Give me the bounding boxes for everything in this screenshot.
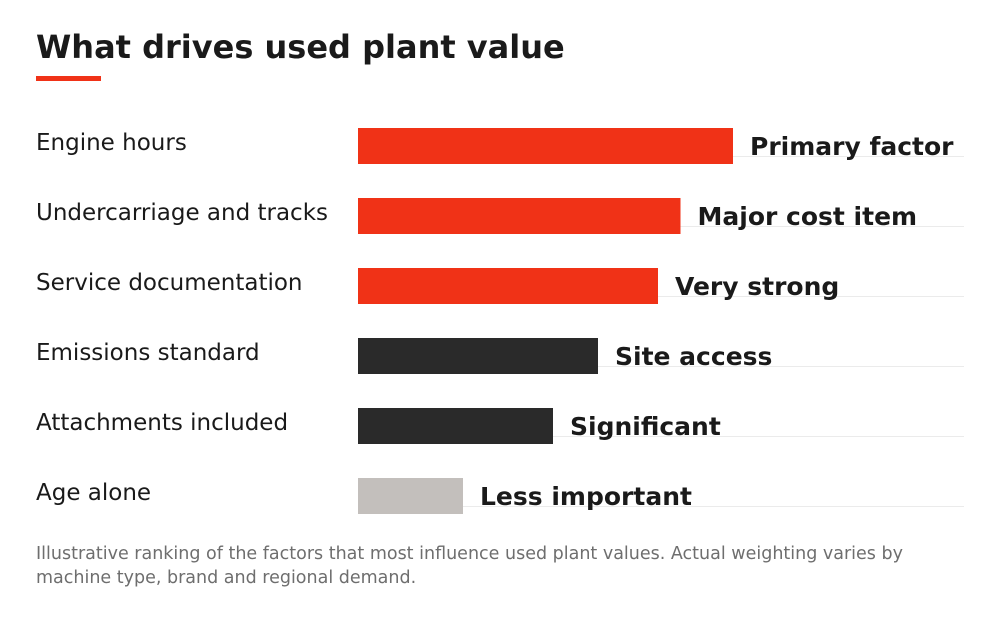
category-label: Undercarriage and tracks bbox=[36, 200, 328, 226]
bar-value-label: Significant bbox=[570, 412, 721, 441]
bar-value-label: Primary factor bbox=[750, 132, 954, 161]
bar-value-label: Less important bbox=[480, 482, 692, 511]
title-accent-rule bbox=[36, 76, 101, 81]
bar-value-label: Very strong bbox=[675, 272, 839, 301]
bar bbox=[358, 338, 598, 374]
category-label: Attachments included bbox=[36, 410, 288, 436]
category-label: Emissions standard bbox=[36, 340, 260, 366]
bar bbox=[358, 198, 681, 234]
category-label: Age alone bbox=[36, 480, 151, 506]
bar bbox=[358, 478, 463, 514]
category-label: Service documentation bbox=[36, 270, 303, 296]
bar-value-label: Site access bbox=[615, 342, 772, 371]
bar bbox=[358, 268, 658, 304]
category-label: Engine hours bbox=[36, 130, 187, 156]
bar bbox=[358, 408, 553, 444]
bar-value-label: Major cost item bbox=[698, 202, 918, 231]
bar bbox=[358, 128, 733, 164]
chart-title: What drives used plant value bbox=[36, 28, 565, 66]
chart-footnote: Illustrative ranking of the factors that… bbox=[36, 544, 903, 588]
